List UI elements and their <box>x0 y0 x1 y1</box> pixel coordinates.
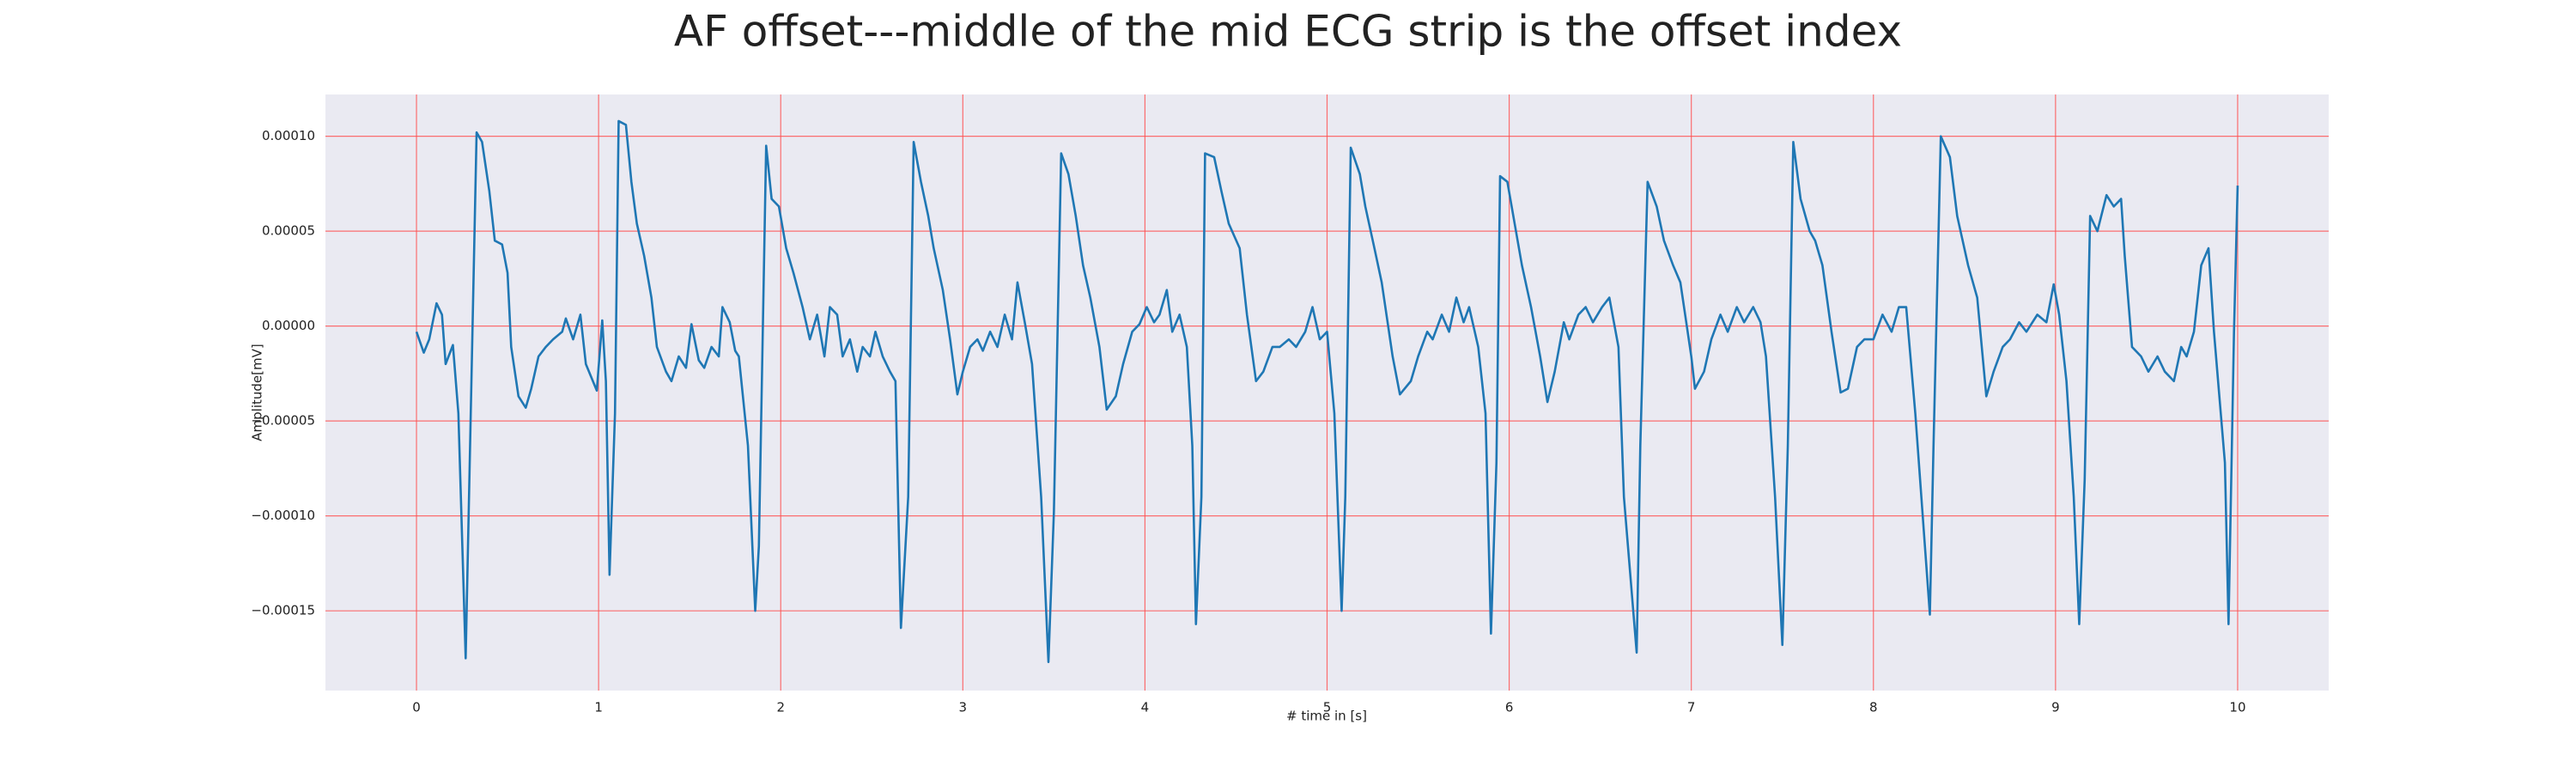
x-tick-label: 7 <box>1687 700 1696 715</box>
y-tick-label: 0.00005 <box>262 223 315 239</box>
x-tick-label: 9 <box>2051 700 2060 715</box>
x-tick-label: 8 <box>1869 700 1878 715</box>
y-tick-label: −0.00015 <box>251 603 315 618</box>
y-axis-label: Amplitude[mV] <box>250 344 265 441</box>
x-tick-label: 2 <box>776 700 785 715</box>
y-tick-label: −0.00010 <box>251 508 315 523</box>
x-tick-label: 5 <box>1323 700 1332 715</box>
x-tick-label: 1 <box>594 700 603 715</box>
x-tick-label: 4 <box>1141 700 1150 715</box>
chart-title: AF offset---middle of the mid ECG strip … <box>674 7 1902 57</box>
y-tick-label: −0.00005 <box>251 413 315 429</box>
x-axis-label: # time in [s] <box>1286 709 1367 724</box>
x-tick-label: 6 <box>1505 700 1514 715</box>
y-tick-label: 0.00000 <box>262 318 315 333</box>
x-tick-label: 0 <box>412 700 421 715</box>
x-tick-label: 10 <box>2229 700 2245 715</box>
ecg-line <box>415 119 2239 664</box>
x-tick-label: 3 <box>959 700 968 715</box>
y-tick-label: 0.00010 <box>262 128 315 143</box>
